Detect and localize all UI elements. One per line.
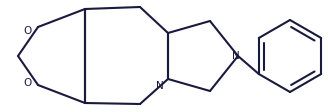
Text: N: N	[156, 80, 164, 90]
Text: N: N	[232, 51, 240, 60]
Text: O: O	[24, 26, 32, 36]
Text: O: O	[24, 77, 32, 87]
